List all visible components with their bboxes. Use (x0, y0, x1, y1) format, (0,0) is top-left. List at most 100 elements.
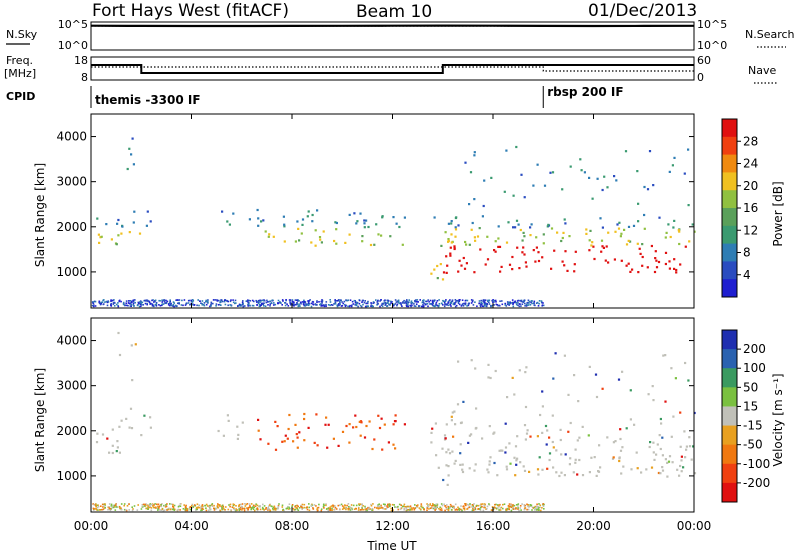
heatmap-cell (472, 509, 475, 511)
heatmap-cell (120, 300, 122, 303)
heatmap-cell (463, 508, 466, 511)
heatmap-cell (325, 504, 327, 507)
heatmap-cell (446, 264, 449, 267)
heatmap-cell (239, 508, 242, 511)
heatmap-cell (352, 504, 355, 507)
heatmap-cell (325, 503, 327, 505)
heatmap-cell (343, 303, 346, 306)
heatmap-cell (292, 301, 295, 303)
heatmap-cell (220, 304, 222, 306)
heatmap-cell (176, 509, 179, 511)
heatmap-cell (149, 426, 152, 429)
heatmap-cell (347, 507, 349, 510)
heatmap-cell (379, 505, 381, 508)
heatmap-cell (182, 304, 184, 307)
heatmap-cell (435, 454, 438, 457)
heatmap-cell (482, 305, 484, 307)
heatmap-cell (479, 248, 482, 251)
heatmap-cell (579, 158, 582, 161)
heatmap-cell (372, 503, 374, 505)
heatmap-cell (419, 299, 421, 301)
heatmap-cell (541, 507, 543, 509)
heatmap-cell (178, 302, 180, 305)
heatmap-cell (365, 219, 368, 222)
heatmap-cell (232, 299, 234, 301)
heatmap-cell (297, 227, 300, 230)
heatmap-cell (339, 504, 341, 506)
heatmap-cell (401, 243, 404, 246)
heatmap-cell (541, 405, 544, 408)
heatmap-cell (624, 150, 628, 153)
heatmap-cell (172, 508, 175, 510)
heatmap-cell (439, 509, 442, 511)
heatmap-cell (466, 305, 468, 307)
heatmap-cell (218, 303, 221, 306)
heatmap-cell (455, 304, 458, 307)
heatmap-cell (590, 456, 593, 459)
heatmap-cell (97, 233, 100, 236)
heatmap-cell (379, 305, 381, 308)
heatmap-cell (163, 299, 165, 301)
heatmap-cell (323, 507, 325, 509)
heatmap-cell (434, 505, 437, 507)
heatmap-cell (503, 190, 506, 193)
heatmap-cell (464, 161, 467, 164)
heatmap-cell (451, 411, 454, 414)
heatmap-cell (512, 508, 515, 510)
heatmap-cell (334, 221, 337, 224)
heatmap-cell (612, 456, 615, 459)
heatmap-cell (659, 417, 662, 421)
heatmap-cell (537, 305, 540, 307)
heatmap-cell (113, 504, 115, 507)
heatmap-cell (149, 416, 152, 419)
heatmap-cell (358, 504, 361, 506)
heatmap-cell (131, 379, 134, 382)
heatmap-cell (166, 300, 169, 303)
heatmap-cell (309, 299, 311, 301)
heatmap-cell (389, 505, 391, 507)
heatmap-cell (522, 231, 525, 234)
heatmap-cell (464, 299, 467, 302)
heatmap-cell (225, 506, 227, 508)
heatmap-cell (568, 463, 571, 466)
heatmap-cell (573, 263, 576, 266)
heatmap-cell (493, 461, 496, 465)
heatmap-cell (388, 503, 390, 506)
heatmap-cell (420, 503, 423, 505)
heatmap-cell (413, 303, 415, 305)
heatmap-cell (414, 507, 416, 510)
x-tick-label: 20:00 (576, 519, 611, 533)
heatmap-cell (116, 440, 119, 443)
heatmap-cell (426, 503, 428, 505)
heatmap-cell (251, 304, 254, 307)
heatmap-cell (635, 451, 638, 454)
heatmap-cell (527, 299, 530, 302)
heatmap-cell (692, 445, 695, 448)
heatmap-cell (359, 212, 362, 215)
heatmap-cell (497, 507, 499, 509)
heatmap-cell (532, 249, 535, 252)
heatmap-cell (481, 503, 484, 505)
heatmap-cell (479, 506, 482, 509)
heatmap-cell (339, 508, 341, 511)
heatmap-cell (274, 507, 276, 509)
heatmap-cell (436, 503, 439, 506)
heatmap-cell (219, 505, 221, 507)
heatmap-cell (332, 504, 334, 507)
heatmap-cell (370, 504, 373, 507)
heatmap-cell (470, 302, 473, 304)
heatmap-cell (407, 505, 410, 508)
heatmap-cell (688, 445, 692, 448)
heatmap-cell (530, 300, 533, 302)
y-tick-label: 1000 (56, 265, 87, 279)
heatmap-cell (506, 303, 509, 305)
heatmap-cell (381, 506, 383, 509)
heatmap-cell (162, 299, 164, 302)
heatmap-cell (497, 237, 500, 240)
heatmap-cell (433, 216, 436, 219)
heatmap-cell (308, 503, 310, 505)
heatmap-cell (285, 507, 288, 510)
heatmap-cell (679, 464, 682, 468)
heatmap-cell (525, 366, 528, 369)
heatmap-cell (181, 299, 183, 302)
